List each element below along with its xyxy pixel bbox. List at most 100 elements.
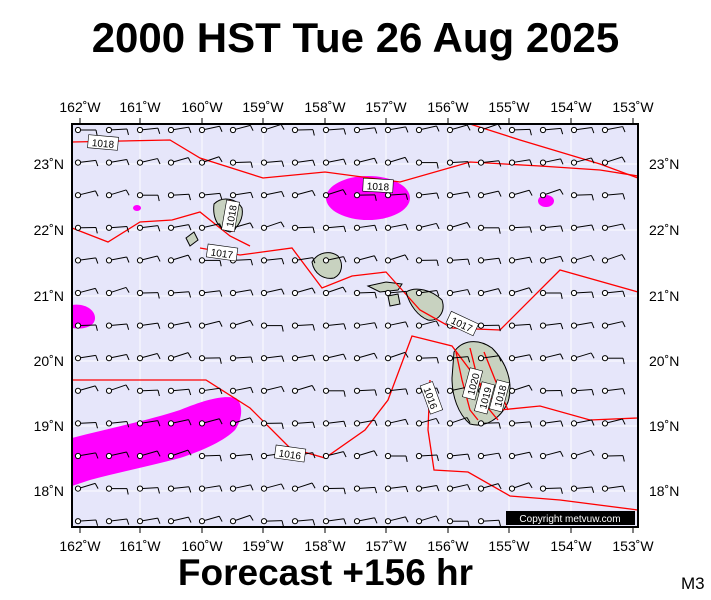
- isobar-line: [72, 335, 639, 459]
- wind-barb-feather: [157, 390, 160, 397]
- lon-label: 158˚W: [304, 99, 346, 115]
- wind-barb-station: [353, 322, 361, 329]
- wind-barb-station: [570, 192, 578, 199]
- wind-barb-feather: [436, 125, 440, 132]
- wind-barb-station: [415, 192, 423, 199]
- wind-barb-feather: [373, 353, 378, 359]
- wind-barb-station: [260, 322, 268, 329]
- wind-barb-feather: [157, 322, 161, 329]
- wind-barb-station: [105, 126, 113, 134]
- wind-barb-station: [477, 518, 485, 525]
- wind-barb-station: [322, 452, 330, 460]
- wind-barb-shaft: [173, 126, 189, 131]
- copyright-text: Copyright metvuw.com: [519, 514, 620, 525]
- wind-barb-station: [74, 159, 82, 166]
- wind-barb-shaft: [235, 161, 252, 164]
- wind-barb-feather: [126, 128, 129, 135]
- wind-barb-station: [446, 192, 454, 199]
- wind-barb-station: [384, 518, 392, 525]
- wind-barb-station: [136, 322, 144, 329]
- wind-barb-feather: [187, 449, 192, 456]
- wind-barb-feather: [498, 258, 502, 265]
- wind-barb-shaft: [142, 389, 159, 392]
- wind-barb-station: [136, 420, 144, 427]
- wind-barb-feather: [188, 321, 192, 328]
- wind-barb-shaft: [514, 256, 530, 261]
- wind-barb-feather: [280, 483, 285, 490]
- wind-barb-shaft: [421, 125, 437, 130]
- rain-area-south-west: [72, 397, 242, 486]
- wind-barb-shaft: [266, 221, 282, 228]
- lon-label: 156˚W: [427, 99, 469, 115]
- wind-barb-shaft: [266, 483, 282, 489]
- hawaiian-islands: [185, 198, 511, 426]
- wind-barb-station: [446, 159, 454, 166]
- wind-barb-shaft: [235, 319, 251, 326]
- wind-barb-shaft: [111, 128, 128, 131]
- wind-barb-feather: [343, 323, 347, 330]
- wind-barb-station: [322, 322, 330, 329]
- wind-barb-feather: [126, 421, 130, 428]
- wind-barb-feather: [529, 226, 532, 233]
- wind-barb-shaft: [328, 158, 344, 163]
- wind-barb-shaft: [483, 519, 500, 522]
- wind-barb-shaft: [328, 451, 344, 456]
- wind-barb-feather: [622, 418, 626, 425]
- wind-barb-feather: [156, 353, 161, 360]
- wind-barb-shaft: [80, 452, 96, 457]
- wind-barb-shaft: [421, 222, 437, 228]
- wind-barb-shaft: [514, 128, 531, 131]
- wind-barb-shaft: [359, 127, 375, 131]
- wind-barb-feather: [528, 287, 533, 294]
- wind-barb-feather: [405, 193, 409, 200]
- lat-label: 20˚N: [649, 353, 679, 369]
- wind-barb-station: [446, 257, 454, 264]
- wind-barb-station: [384, 289, 392, 297]
- wind-barb-shaft: [545, 420, 561, 424]
- wind-barb-feather: [591, 389, 595, 396]
- wind-barb-station: [167, 257, 175, 264]
- wind-barb-station: [322, 518, 330, 525]
- wind-barb-feather: [591, 322, 595, 329]
- lon-label: 161˚W: [119, 99, 161, 115]
- wind-barb-feather: [126, 354, 130, 361]
- wind-barb-shaft: [80, 287, 96, 293]
- wind-barb-shaft: [452, 289, 468, 293]
- wind-barb-feather: [498, 160, 502, 167]
- wind-barb-station: [136, 224, 144, 231]
- wind-barb-station: [508, 420, 516, 427]
- wind-barb-feather: [436, 162, 439, 169]
- wind-barb-shaft: [328, 353, 344, 359]
- wind-barb-station: [601, 192, 609, 199]
- wind-barb-station: [322, 126, 330, 134]
- wind-barb-feather: [467, 191, 471, 198]
- wind-barb-station: [384, 452, 392, 460]
- wind-barb-station: [384, 387, 392, 394]
- wind-barb-station: [167, 420, 175, 427]
- wind-barb-shaft: [204, 320, 220, 326]
- wind-barb-station: [198, 192, 206, 199]
- wind-barb-feather: [560, 128, 564, 135]
- wind-barb-shaft: [545, 353, 561, 359]
- wind-barb-feather: [126, 518, 130, 525]
- island-niihau: [185, 231, 199, 247]
- wind-barb-feather: [312, 452, 316, 459]
- wind-barb-station: [260, 192, 268, 199]
- wind-barb-shaft: [235, 417, 251, 424]
- wind-barb-station: [136, 126, 144, 134]
- isobar-line: [427, 379, 639, 511]
- wind-barb-feather: [590, 450, 595, 456]
- wind-barb-station: [415, 126, 423, 134]
- wind-barb-feather: [436, 485, 440, 492]
- wind-barb-shaft: [80, 257, 96, 261]
- wind-barb-shaft: [359, 389, 376, 392]
- wind-barb-feather: [125, 189, 130, 196]
- wind-barb-station: [229, 485, 237, 492]
- wind-barb-station: [260, 420, 268, 427]
- wind-barb-station: [508, 355, 516, 362]
- wind-barb-shaft: [204, 485, 220, 489]
- wind-barb-feather: [188, 224, 192, 231]
- wind-barb-feather: [157, 195, 160, 202]
- wind-barb-station: [167, 126, 175, 134]
- wind-barb-station: [74, 224, 82, 231]
